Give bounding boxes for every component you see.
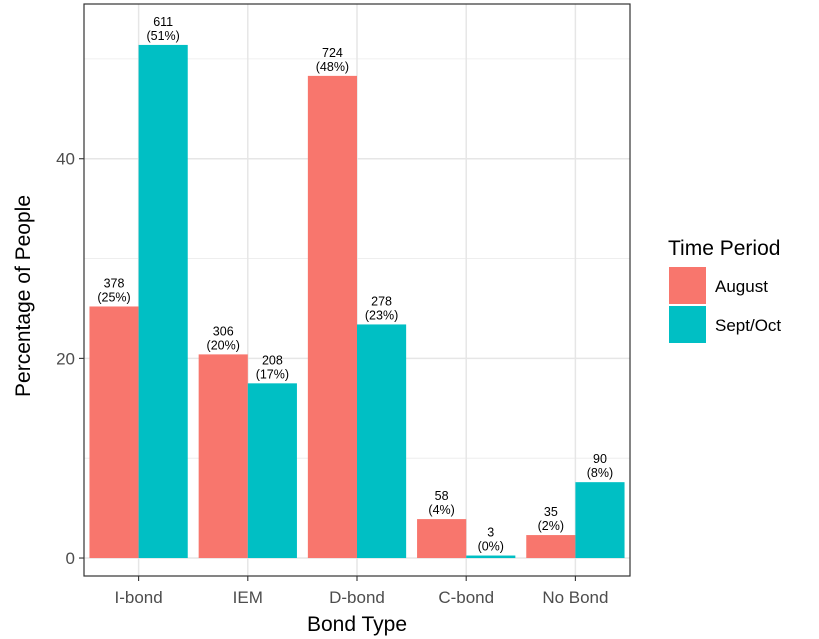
bar-august xyxy=(417,519,467,559)
bar-august xyxy=(526,535,576,559)
bar-sept-oct xyxy=(466,555,516,559)
bar-percent-label: (0%) xyxy=(478,540,504,554)
x-tick-label: D-bond xyxy=(329,588,385,607)
legend-title: Time Period xyxy=(668,237,780,260)
bar-percent-label: (51%) xyxy=(146,29,179,43)
bar-percent-label: (4%) xyxy=(428,503,454,517)
bar-count-label: 90 xyxy=(593,452,607,466)
bar-percent-label: (8%) xyxy=(587,466,613,480)
bar-percent-label: (25%) xyxy=(97,290,130,304)
bar-count-label: 611 xyxy=(153,15,173,29)
bar-percent-label: (23%) xyxy=(365,308,398,322)
legend-swatch-sept-oct xyxy=(669,306,706,343)
bar-count-label: 278 xyxy=(371,294,392,308)
y-tick-label: 40 xyxy=(56,150,75,169)
bar-count-label: 306 xyxy=(213,324,234,338)
bar-august xyxy=(307,75,357,559)
y-tick-label: 20 xyxy=(56,349,75,368)
bar-count-label: 58 xyxy=(435,489,449,503)
y-tick-label: 0 xyxy=(66,549,75,568)
axes: 0 20 40 I-bond IEM D-bond C-bond No Bond xyxy=(56,150,608,607)
bar-sept-oct xyxy=(357,324,407,559)
x-tick-label: I-bond xyxy=(114,588,162,607)
bar-labels: 378(25%)306(20%)724(48%)58(4%) 35(2%)611(… xyxy=(97,15,613,554)
bar-count-label: 208 xyxy=(262,353,283,367)
bar-august xyxy=(198,354,248,559)
y-axis-title: Percentage of People xyxy=(12,195,35,397)
bar-count-label: 3 xyxy=(487,526,494,540)
bar-count-label: 378 xyxy=(104,276,125,290)
legend: Time Period August Sept/Oct xyxy=(668,237,781,343)
bar-sept-oct xyxy=(247,383,297,559)
bar-sept-oct xyxy=(575,482,625,559)
bars xyxy=(89,44,625,559)
bar-count-label: 35 xyxy=(544,505,558,519)
legend-label: Sept/Oct xyxy=(715,316,781,335)
legend-swatch-august xyxy=(669,267,706,304)
bar-percent-label: (2%) xyxy=(538,519,564,533)
bar-count-label: 724 xyxy=(322,46,343,60)
x-tick-label: No Bond xyxy=(542,588,608,607)
bar-percent-label: (17%) xyxy=(256,367,289,381)
x-tick-label: IEM xyxy=(233,588,263,607)
x-axis-title: Bond Type xyxy=(307,613,407,636)
bar-percent-label: (48%) xyxy=(316,60,349,74)
legend-label: August xyxy=(715,277,768,296)
x-tick-label: C-bond xyxy=(438,588,494,607)
bar-august xyxy=(89,306,139,559)
bar-percent-label: (20%) xyxy=(207,338,240,352)
bar-sept-oct xyxy=(138,44,188,559)
